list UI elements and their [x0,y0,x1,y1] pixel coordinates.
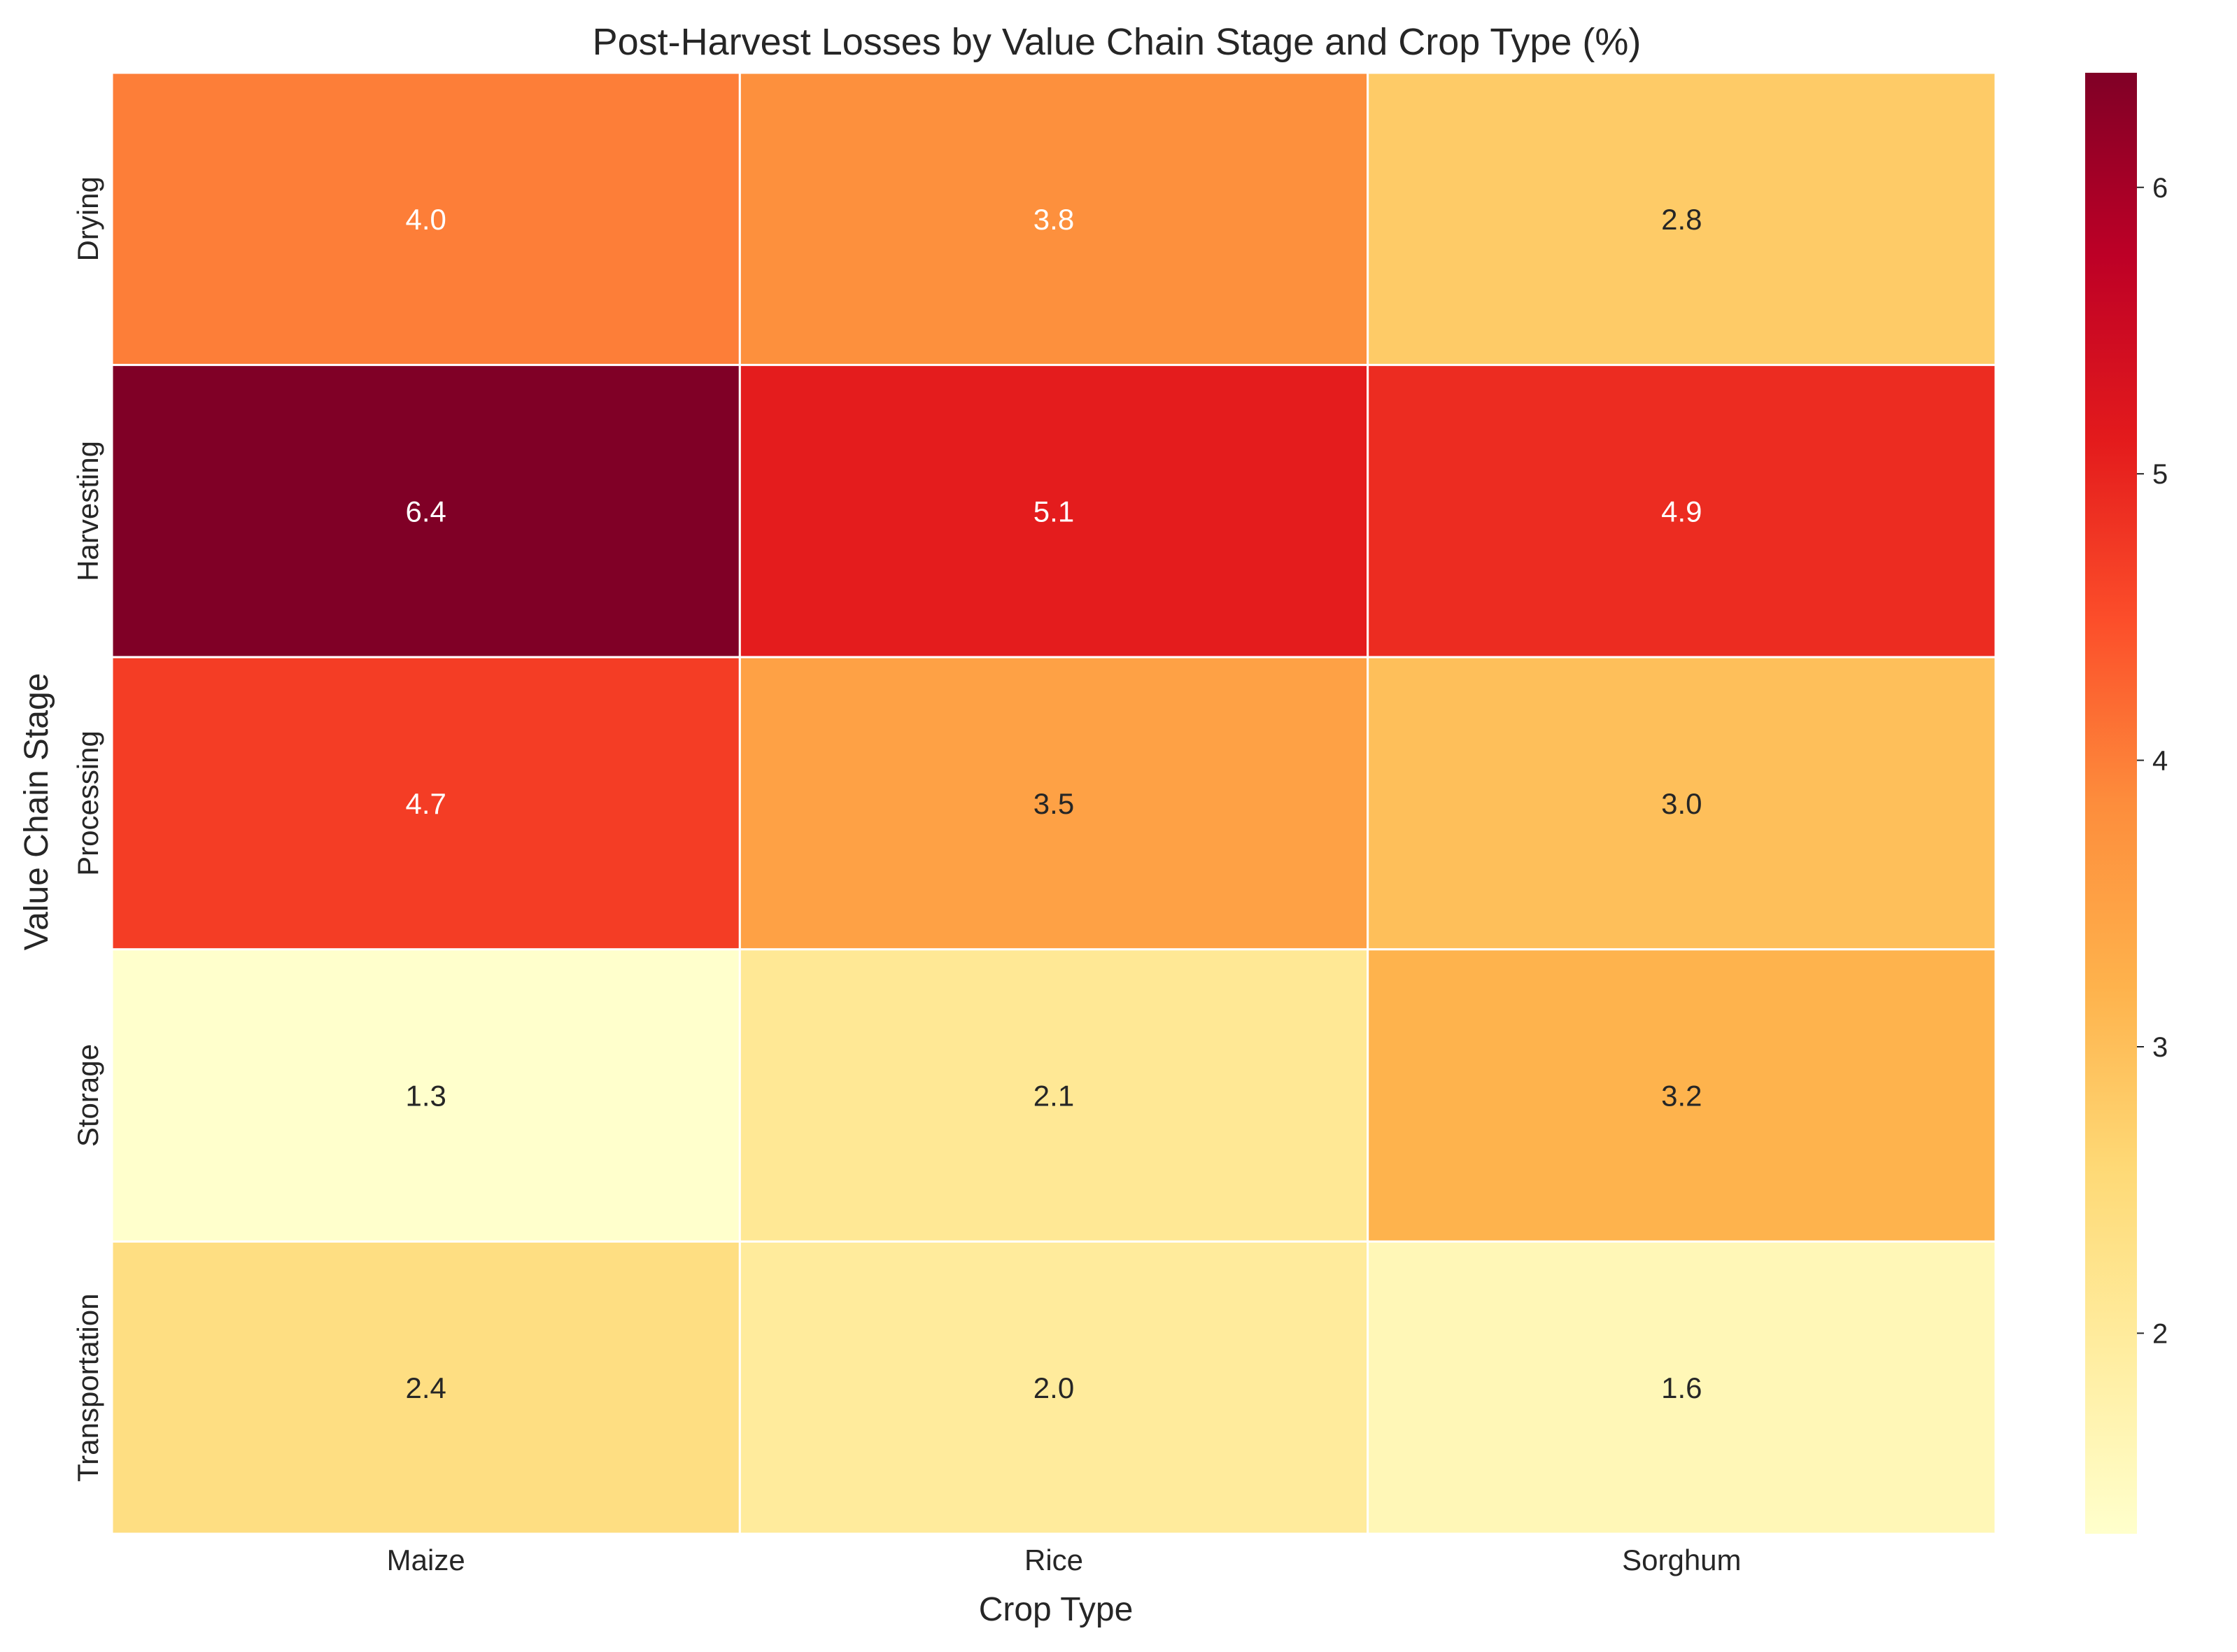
y-axis-label: Value Chain Stage [18,673,55,951]
heatmap-cell [111,1240,741,1535]
heatmap-cell-value: 2.0 [1033,1371,1074,1404]
heatmap-cell-value: 3.8 [1033,203,1074,236]
x-tick-label: Rice [1024,1544,1083,1576]
colorbar-tick-label: 6 [2152,173,2168,204]
heatmap-cell-value: 4.0 [405,203,446,236]
x-tick-label: Sorghum [1622,1544,1741,1576]
heatmap-cell [111,71,741,367]
heatmap-cell-value: 4.9 [1661,495,1702,528]
y-axis-tick-labels: Drying Harvesting Processing Storage Transpo… [71,176,104,1482]
colorbar-tick-label: 4 [2152,746,2168,777]
heatmap-cell-value: 4.7 [405,787,446,820]
heatmap-cell [1367,948,1997,1243]
colorbar-tick-label: 2 [2152,1318,2168,1349]
heatmap-cell-value: 2.4 [405,1371,446,1404]
heatmap-cell [1367,1240,1997,1535]
colorbar-tick-label: 3 [2152,1032,2168,1063]
heatmap-cell [1367,364,1997,658]
heatmap-cell [1367,71,1997,367]
heatmap-cell-value: 3.0 [1661,787,1702,820]
x-axis-label: Crop Type [979,1591,1134,1628]
heatmap-cell [111,656,741,951]
heatmap-cell [111,948,741,1243]
colorbar-ticks: 2 3 4 5 6 [2137,173,2168,1349]
y-tick-label: Transportation [71,1294,104,1482]
heatmap-cell [111,364,741,658]
heatmap-cell-value: 6.4 [405,495,446,528]
heatmap-cell-value: 3.2 [1661,1080,1702,1113]
y-tick-label: Processing [71,730,104,876]
heatmap-cell [738,71,1369,367]
heatmap-cell-value: 5.1 [1033,495,1074,528]
colorbar-tick-label: 5 [2152,459,2168,490]
heatmap-cell-value: 3.5 [1033,787,1074,820]
heatmap-cell-value: 1.3 [405,1080,446,1113]
heatmap-cell [738,1240,1369,1535]
chart-title: Post-Harvest Losses by Value Chain Stage… [593,21,1642,63]
heatmap-cell [738,364,1369,658]
colorbar [2085,73,2137,1534]
heatmap-cell-value: 1.6 [1661,1371,1702,1404]
heatmap-cell-value: 2.1 [1033,1080,1074,1113]
y-tick-label: Drying [71,176,104,261]
heatmap-cell-labels: 4.0 3.8 2.8 6.4 5.1 4.9 4.7 3.5 3.0 1.3 2.1 3.2 2.4 2… [405,203,1702,1404]
heatmap-cell-value: 2.8 [1661,203,1702,236]
y-tick-label: Storage [71,1044,104,1147]
x-axis-tick-labels: Maize Rice Sorghum [387,1544,1742,1576]
x-tick-label: Maize [387,1544,465,1576]
heatmap-cells [111,71,1997,1535]
heatmap-cell [738,656,1369,951]
y-tick-label: Harvesting [71,441,104,581]
